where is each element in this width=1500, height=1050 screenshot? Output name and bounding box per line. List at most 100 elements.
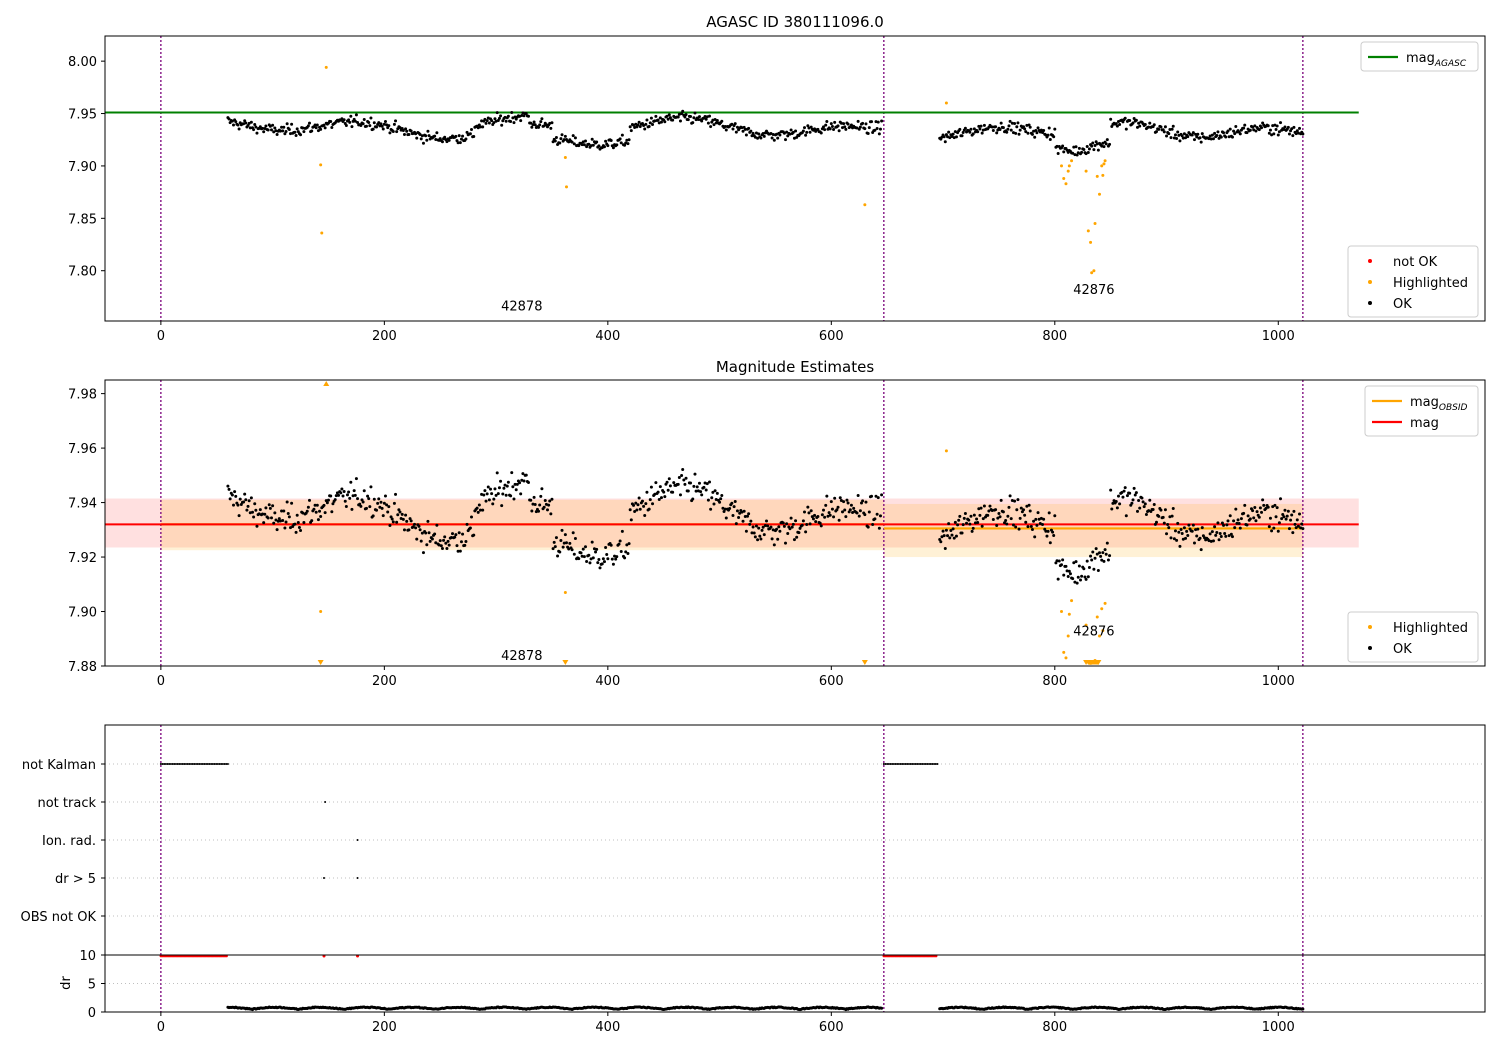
flag-point (931, 763, 934, 765)
ok-point (255, 524, 259, 528)
ok-point (315, 123, 319, 127)
flag-point (911, 763, 914, 765)
ok-point (295, 127, 299, 131)
ok-point (390, 517, 394, 521)
ok-point (344, 504, 348, 508)
ok-point (771, 133, 775, 137)
ok-point (970, 529, 974, 533)
flag-point (226, 763, 229, 765)
chart-title: Magnitude Estimates (716, 358, 874, 376)
ok-point (1016, 121, 1020, 125)
flag-point (196, 763, 199, 765)
ok-point (1292, 125, 1296, 129)
ok-point (715, 491, 719, 495)
ok-point (386, 510, 390, 514)
ok-point (816, 515, 820, 519)
ok-point (1199, 140, 1203, 144)
ok-point (245, 508, 249, 512)
ok-point (275, 528, 279, 532)
ok-point (770, 136, 774, 140)
ok-point (1287, 132, 1291, 136)
flag-point (178, 763, 181, 765)
ok-point (1018, 516, 1022, 520)
ok-point (1198, 136, 1202, 140)
ok-point (495, 471, 499, 475)
ok-point (491, 502, 495, 506)
ok-point (1192, 138, 1196, 142)
ok-point (734, 130, 738, 134)
ok-point (751, 525, 755, 529)
ok-point (519, 492, 523, 496)
highlighted-point (1062, 177, 1066, 180)
ok-point (789, 516, 793, 520)
ok-point (421, 141, 425, 145)
ok-point (697, 481, 701, 485)
ok-point (1224, 135, 1228, 139)
ok-point (1001, 126, 1005, 130)
ok-point (789, 128, 793, 132)
ok-point (425, 138, 429, 142)
ok-point (1078, 578, 1082, 582)
ok-point (967, 518, 971, 522)
ok-point (558, 141, 562, 145)
ok-point (509, 494, 513, 498)
ok-point (520, 113, 524, 117)
ok-point (813, 513, 817, 517)
ok-point (770, 537, 774, 541)
highlighted-point (563, 156, 567, 160)
ok-point (1195, 135, 1199, 139)
ok-point (350, 125, 354, 129)
ok-point (1013, 499, 1017, 503)
offscale-down-marker (317, 660, 324, 665)
ok-point (1109, 488, 1113, 492)
ok-point (577, 144, 581, 148)
ok-point (1028, 509, 1032, 513)
flag-point (221, 763, 224, 765)
ok-point (1233, 132, 1237, 136)
ok-point (1100, 144, 1104, 148)
ok-point (772, 138, 776, 142)
ok-point (556, 554, 560, 558)
flag-point (919, 763, 922, 765)
ok-point (756, 538, 760, 542)
ok-point (619, 141, 623, 145)
ok-point (658, 116, 662, 120)
ok-point (1024, 130, 1028, 134)
ok-point (1242, 511, 1246, 515)
ok-point (782, 524, 786, 528)
ok-point (828, 513, 832, 517)
ok-point (434, 541, 438, 545)
ok-point (1030, 132, 1034, 136)
ok-point (1116, 120, 1120, 124)
ok-point (940, 535, 944, 539)
highlighted-point (1097, 192, 1101, 196)
ok-point (977, 124, 981, 128)
ok-point (482, 493, 486, 497)
ok-point (958, 514, 962, 518)
ok-point (385, 503, 389, 507)
ok-point (484, 121, 488, 125)
ok-point (1210, 530, 1214, 534)
ok-point (969, 514, 973, 518)
ok-point (693, 111, 697, 115)
flag-point (166, 763, 169, 765)
ok-point (1196, 527, 1200, 531)
legend-label-text: not OK (1393, 255, 1438, 270)
legend-label: OK (1393, 297, 1412, 312)
ok-point (342, 489, 346, 493)
ok-point (271, 123, 275, 127)
ok-point (362, 117, 366, 121)
ok-point (573, 537, 577, 541)
ok-point (775, 527, 779, 531)
ok-point (757, 132, 761, 136)
ok-point (1084, 577, 1088, 581)
ok-point (777, 525, 781, 529)
ok-point (1301, 132, 1305, 136)
ok-point (510, 471, 514, 475)
ok-point (1289, 518, 1293, 522)
agasc-panel: AGASC ID 380111096.0 42878 42876 0 200 400 6… (68, 13, 1486, 344)
highlighted-point (1095, 174, 1099, 178)
ok-point (637, 496, 641, 500)
ok-point (511, 485, 515, 489)
ok-point (791, 130, 795, 134)
